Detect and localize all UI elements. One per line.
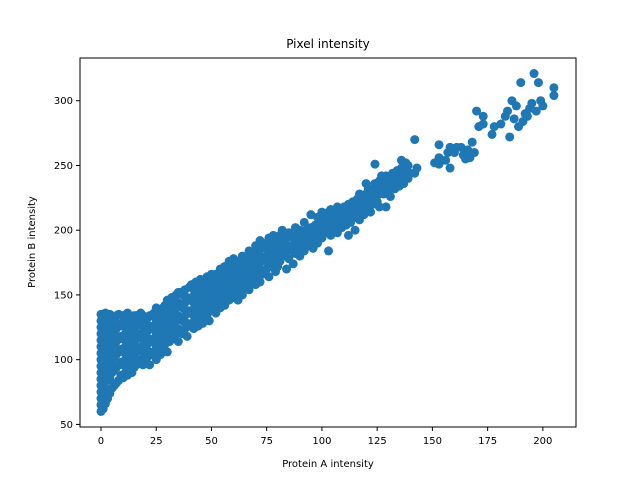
x-tick-label: 175 [478, 436, 497, 447]
scatter-point [509, 114, 519, 124]
scatter-points [96, 69, 559, 416]
scatter-point [255, 277, 265, 287]
scatter-point [350, 225, 360, 235]
scatter-point [478, 111, 488, 121]
scatter-point [370, 159, 380, 169]
scatter-point [282, 264, 292, 274]
scatter-point [403, 160, 413, 170]
y-tick-label: 300 [54, 96, 73, 107]
scatter-point [412, 163, 422, 173]
scatter-point [487, 129, 497, 139]
scatter-point [366, 207, 376, 217]
y-tick-label: 200 [54, 226, 73, 237]
scatter-point [549, 83, 559, 93]
scatter-point [244, 285, 254, 295]
scatter-point [467, 137, 477, 147]
scatter-point [204, 316, 214, 326]
x-tick-label: 150 [423, 436, 442, 447]
y-tick-label: 250 [54, 161, 73, 172]
scatter-point [478, 119, 488, 129]
y-tick-label: 50 [60, 420, 73, 431]
scatter-point [472, 106, 482, 116]
scatter-point [516, 78, 526, 88]
scatter-point [445, 163, 455, 173]
scatter-point [434, 140, 444, 150]
scatter-point [162, 347, 172, 357]
scatter-point [549, 91, 559, 101]
y-axis-label: Protein B intensity [27, 196, 38, 288]
scatter-point [469, 148, 479, 158]
x-tick-label: 75 [260, 436, 273, 447]
scatter-point [527, 98, 537, 108]
scatter-point [385, 192, 395, 202]
scatter-point [288, 259, 298, 269]
scatter-point [531, 106, 541, 116]
y-tick-label: 150 [54, 290, 73, 301]
scatter-point [434, 159, 444, 169]
scatter-point [324, 246, 334, 256]
scatter-point [145, 360, 155, 370]
y-tick-label: 100 [54, 355, 73, 366]
scatter-point [503, 106, 513, 116]
plot-frame [79, 57, 577, 428]
scatter-point [264, 272, 274, 282]
scatter-point [173, 337, 183, 347]
scatter-point [529, 69, 539, 79]
scatter-point [182, 331, 192, 341]
x-tick-label: 50 [205, 436, 218, 447]
x-tick-label: 100 [312, 436, 331, 447]
scatter-point [441, 155, 451, 165]
scatter-point [538, 101, 548, 111]
x-tick-label: 125 [368, 436, 387, 447]
x-tick-label: 25 [150, 436, 163, 447]
x-axis: 0 25 50 75 100 125 150 175 200 [98, 427, 552, 447]
scatter-point [381, 202, 391, 212]
scatter-point [410, 135, 420, 145]
scatter-point [533, 78, 543, 88]
x-axis-label: Protein A intensity [282, 459, 374, 470]
scatter-point [299, 217, 309, 227]
scatter-point [496, 119, 506, 129]
scatter-point [343, 230, 353, 240]
scatter-point [522, 111, 532, 121]
scatter-point [505, 132, 515, 142]
x-tick-label: 0 [98, 436, 104, 447]
scatter-point [374, 202, 384, 212]
scatter-point [511, 101, 521, 111]
x-tick-label: 200 [533, 436, 552, 447]
y-axis: 50 100 150 200 250 300 [54, 96, 80, 431]
scatter-point [237, 290, 247, 300]
chart-title: Pixel intensity [286, 37, 370, 51]
